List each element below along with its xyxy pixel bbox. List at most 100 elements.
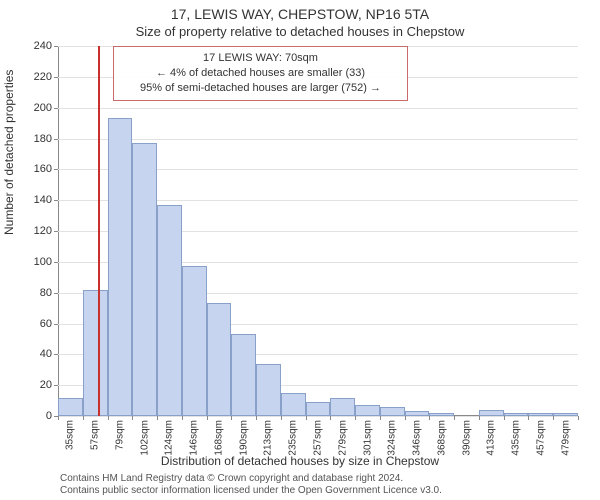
grid-line: [58, 108, 578, 109]
footer-line1: Contains HM Land Registry data © Crown c…: [60, 473, 442, 485]
y-tick-mark: [54, 169, 58, 170]
x-tick-mark: [182, 416, 183, 420]
histogram-bar: [207, 303, 232, 416]
x-tick-mark: [58, 416, 59, 420]
x-tick-mark: [330, 416, 331, 420]
x-axis-label: Distribution of detached houses by size …: [0, 454, 600, 468]
histogram-bar: [528, 413, 553, 416]
y-tick-label: 240: [34, 40, 52, 52]
x-tick-label: 301sqm: [362, 420, 373, 456]
y-axis-label: Number of detached properties: [2, 70, 16, 235]
x-tick-mark: [281, 416, 282, 420]
histogram-bar: [405, 411, 430, 416]
x-tick-mark: [504, 416, 505, 420]
histogram-bar: [157, 205, 182, 416]
y-tick-label: 40: [40, 348, 52, 360]
y-tick-mark: [54, 324, 58, 325]
x-tick-mark: [528, 416, 529, 420]
annotation-box: 17 LEWIS WAY: 70sqm← 4% of detached hous…: [113, 46, 408, 101]
histogram-bar: [182, 266, 207, 416]
y-tick-mark: [54, 108, 58, 109]
histogram-bar: [256, 364, 281, 416]
annotation-line: ← 4% of detached houses are smaller (33): [122, 66, 399, 81]
x-tick-label: 279sqm: [337, 420, 348, 456]
y-tick-mark: [54, 293, 58, 294]
y-tick-mark: [54, 46, 58, 47]
y-tick-label: 180: [34, 133, 52, 145]
x-tick-label: 190sqm: [238, 420, 249, 456]
chart-container: 17, LEWIS WAY, CHEPSTOW, NP16 5TA Size o…: [0, 0, 600, 500]
chart-title: 17, LEWIS WAY, CHEPSTOW, NP16 5TA: [0, 6, 600, 22]
x-tick-label: 146sqm: [189, 420, 200, 456]
x-tick-mark: [454, 416, 455, 420]
x-tick-mark: [355, 416, 356, 420]
footer-line2: Contains public sector information licen…: [60, 485, 442, 497]
x-tick-mark: [132, 416, 133, 420]
x-tick-label: 435sqm: [511, 420, 522, 456]
reference-line: [98, 46, 100, 416]
x-tick-label: 413sqm: [486, 420, 497, 456]
y-tick-label: 20: [40, 379, 52, 391]
y-tick-mark: [54, 139, 58, 140]
x-tick-mark: [479, 416, 480, 420]
x-tick-mark: [380, 416, 381, 420]
x-tick-label: 124sqm: [164, 420, 175, 456]
histogram-bar: [306, 402, 331, 416]
y-tick-mark: [54, 385, 58, 386]
y-tick-label: 140: [34, 194, 52, 206]
x-tick-label: 346sqm: [412, 420, 423, 456]
x-tick-label: 257sqm: [313, 420, 324, 456]
histogram-bar: [281, 393, 306, 416]
x-tick-mark: [231, 416, 232, 420]
x-tick-label: 368sqm: [436, 420, 447, 456]
histogram-bar: [553, 413, 578, 416]
y-tick-label: 220: [34, 71, 52, 83]
x-tick-label: 102sqm: [139, 420, 150, 456]
histogram-bar: [58, 398, 83, 417]
y-tick-mark: [54, 77, 58, 78]
y-tick-mark: [54, 231, 58, 232]
annotation-line: 95% of semi-detached houses are larger (…: [122, 81, 399, 96]
x-tick-mark: [207, 416, 208, 420]
x-tick-mark: [256, 416, 257, 420]
histogram-bar: [504, 413, 529, 416]
grid-line: [58, 139, 578, 140]
x-tick-mark: [83, 416, 84, 420]
x-tick-label: 457sqm: [535, 420, 546, 456]
x-tick-mark: [429, 416, 430, 420]
histogram-bar: [83, 290, 108, 416]
y-tick-mark: [54, 200, 58, 201]
x-tick-label: 390sqm: [461, 420, 472, 456]
histogram-bar: [231, 334, 256, 416]
y-tick-label: 160: [34, 163, 52, 175]
footer-attribution: Contains HM Land Registry data © Crown c…: [60, 473, 442, 496]
x-tick-mark: [553, 416, 554, 420]
x-tick-label: 324sqm: [387, 420, 398, 456]
x-tick-label: 479sqm: [560, 420, 571, 456]
histogram-bar: [330, 398, 355, 417]
x-tick-mark: [306, 416, 307, 420]
y-tick-mark: [54, 354, 58, 355]
chart-subtitle: Size of property relative to detached ho…: [0, 24, 600, 39]
y-tick-mark: [54, 262, 58, 263]
plot-area: 02040608010012014016018020022024035sqm57…: [58, 46, 578, 416]
y-tick-label: 60: [40, 318, 52, 330]
grid-line: [58, 416, 578, 417]
histogram-bar: [380, 407, 405, 416]
histogram-bar: [429, 413, 454, 416]
x-tick-label: 57sqm: [90, 420, 101, 450]
y-tick-label: 80: [40, 287, 52, 299]
x-tick-mark: [108, 416, 109, 420]
y-tick-label: 100: [34, 256, 52, 268]
annotation-line: 17 LEWIS WAY: 70sqm: [122, 51, 399, 66]
y-tick-label: 120: [34, 225, 52, 237]
x-tick-label: 79sqm: [114, 420, 125, 450]
x-tick-label: 35sqm: [65, 420, 76, 450]
y-tick-label: 0: [46, 410, 52, 422]
histogram-bar: [479, 410, 504, 416]
x-tick-label: 213sqm: [263, 420, 274, 456]
x-tick-mark: [578, 416, 579, 420]
y-tick-label: 200: [34, 102, 52, 114]
x-tick-label: 168sqm: [213, 420, 224, 456]
x-tick-mark: [405, 416, 406, 420]
